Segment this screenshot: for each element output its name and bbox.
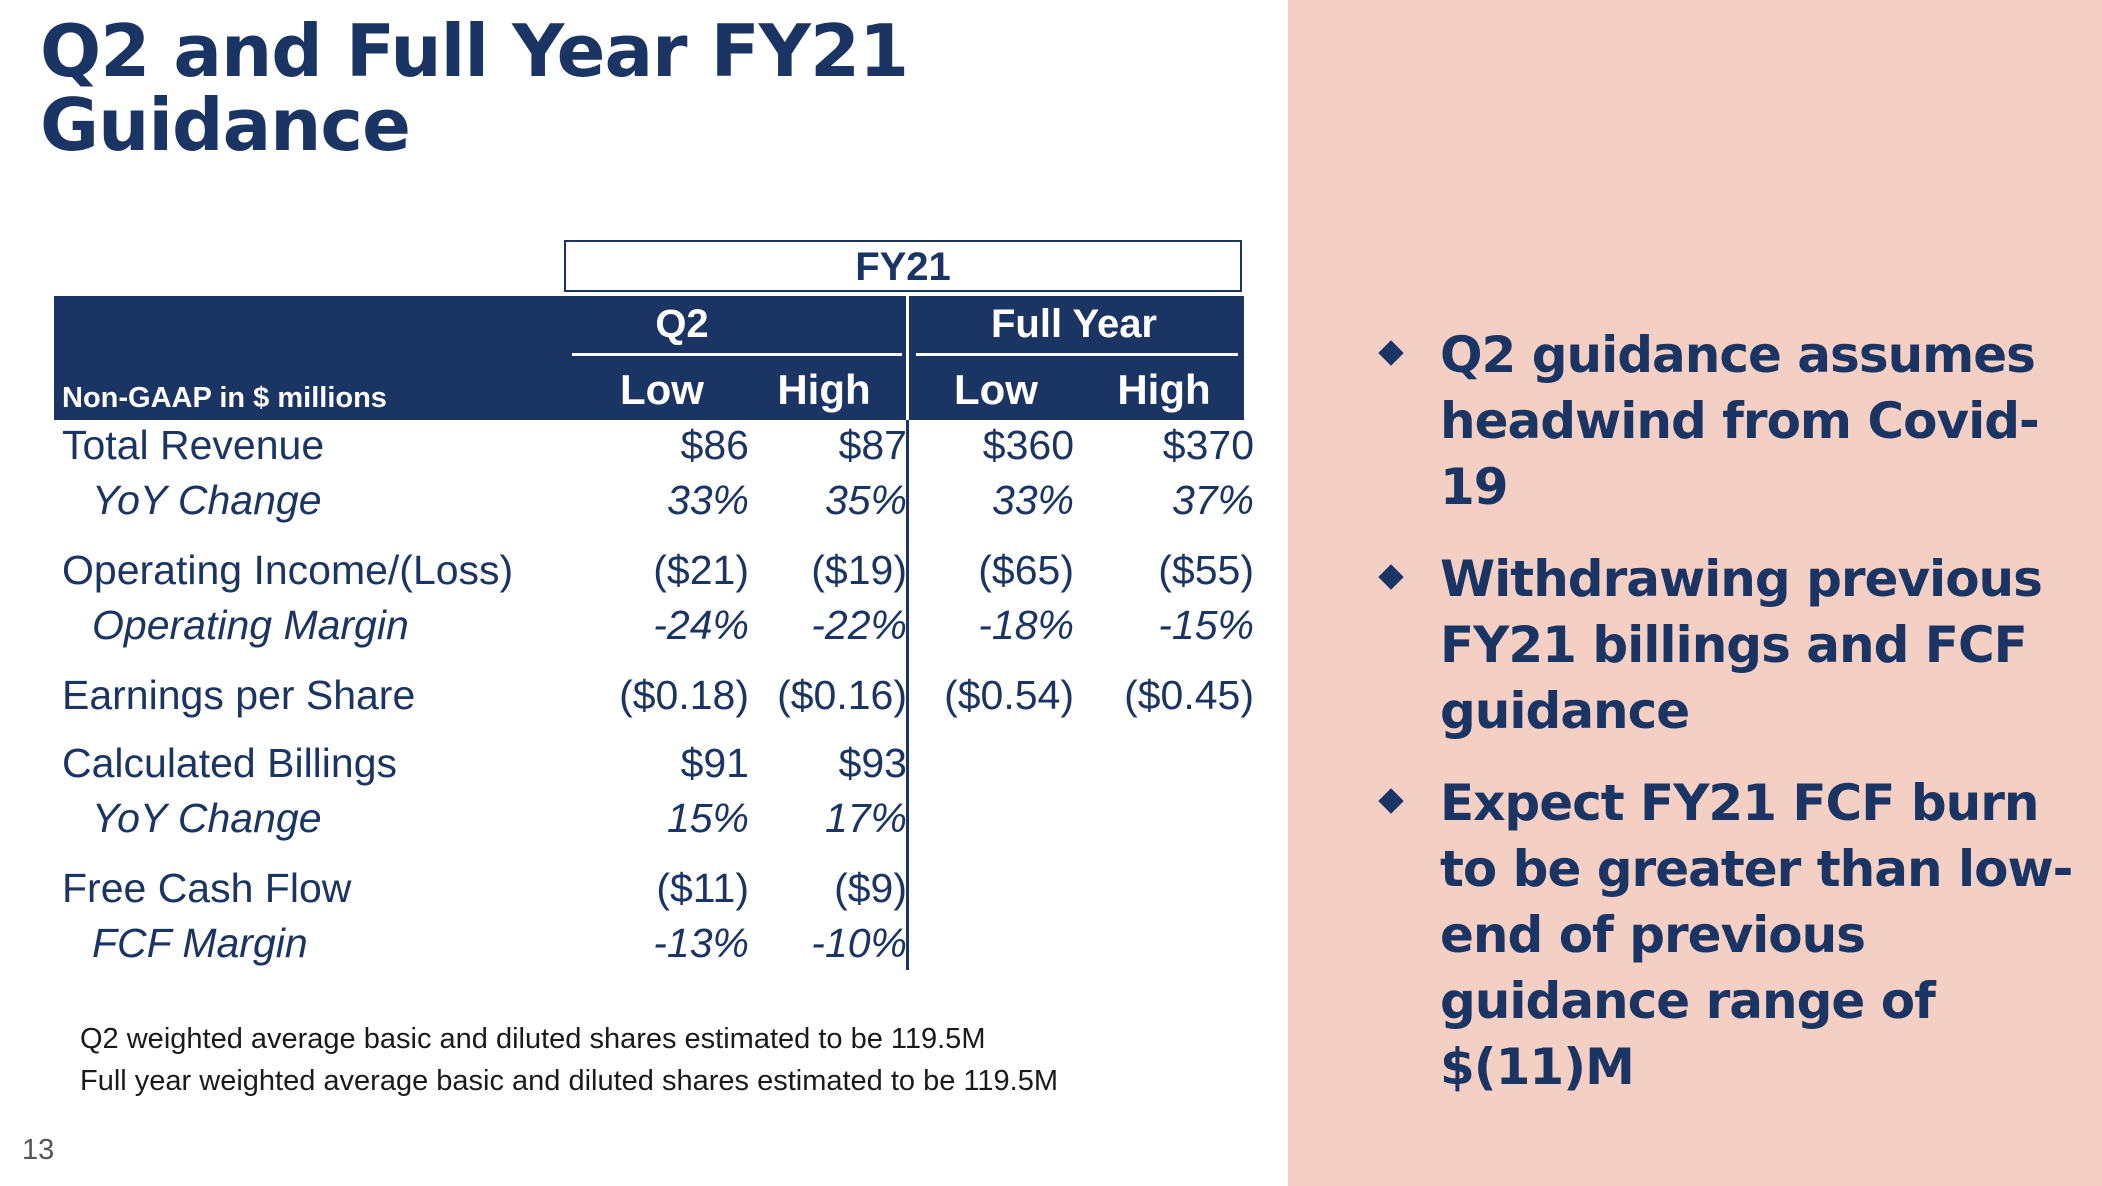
table-cell: ($11)	[656, 865, 749, 911]
table-row: Operating Margin -24% -22% -18% -15%	[54, 600, 1254, 656]
table-cell: ($21)	[653, 547, 749, 593]
footnote-full-year: Full year weighted average basic and dil…	[80, 1065, 1058, 1097]
row-label: Operating Margin	[92, 602, 409, 648]
table-row: Operating Income/(Loss) ($21) ($19) ($65) ($…	[54, 545, 1254, 601]
table-cell: -13%	[653, 920, 749, 966]
full-year-underline	[916, 353, 1238, 356]
group-full-year: Full Year	[990, 302, 1157, 346]
table-cell: 37%	[1171, 477, 1254, 523]
diamond-bullet-icon	[1378, 340, 1404, 366]
table-cell: ($0.18)	[619, 672, 749, 718]
bullet-item: Withdrawing previous FY21 billings and F…	[1358, 546, 2078, 744]
table-cell: 17%	[824, 795, 907, 841]
col-q2-high: High	[777, 366, 871, 413]
row-label: YoY Change	[92, 795, 322, 841]
table-cell: $360	[982, 422, 1074, 468]
diamond-bullet-icon	[1378, 788, 1404, 814]
table-cell: 33%	[666, 477, 749, 523]
bullet-item: Expect FY21 FCF burn to be greater than …	[1358, 770, 2078, 1100]
units-label: Non-GAAP in $ millions	[62, 382, 387, 414]
table-cell: -18%	[978, 602, 1074, 648]
bullet-text: Withdrawing previous FY21 billings and F…	[1440, 550, 2043, 740]
footnotes: Q2 weighted average basic and diluted sh…	[80, 1018, 1058, 1102]
page-number: 13	[22, 1134, 55, 1166]
bullet-text: Expect FY21 FCF burn to be greater than …	[1440, 774, 2073, 1096]
table-row: Calculated Billings $91 $93	[54, 738, 1244, 794]
row-label: Free Cash Flow	[62, 865, 352, 911]
table-cell: $87	[838, 422, 907, 468]
footnote-q2: Q2 weighted average basic and diluted sh…	[80, 1023, 986, 1055]
table-cell: -15%	[1158, 602, 1254, 648]
table-cell: $93	[838, 740, 907, 786]
col-q2-low: Low	[620, 366, 704, 413]
row-label: YoY Change	[92, 477, 322, 523]
table-row: FCF Margin -13% -10%	[54, 918, 1244, 974]
bullet-list: Q2 guidance assumes headwind from Covid-…	[1358, 322, 2078, 1126]
table-cell: 15%	[666, 795, 749, 841]
table-cell: $370	[1162, 422, 1254, 468]
table-cell: -24%	[653, 602, 749, 648]
table-cell: ($9)	[834, 865, 907, 911]
table-cell: ($65)	[978, 547, 1074, 593]
table-row: Total Revenue $86 $87 $360 $370	[54, 420, 1254, 476]
q2-underline	[572, 353, 902, 356]
table-cell: -22%	[811, 602, 907, 648]
row-label: Operating Income/(Loss)	[62, 547, 514, 593]
title-line-2: Guidance	[40, 83, 411, 167]
table-cell: $86	[680, 422, 749, 468]
row-label: Calculated Billings	[62, 740, 398, 786]
table-cell: 33%	[991, 477, 1074, 523]
page-title: Q2 and Full Year FY21 Guidance	[40, 14, 1240, 162]
col-fy-low: Low	[954, 366, 1038, 413]
table-header: Q2 Full Year Non-GAAP in $ millions Low …	[54, 296, 1244, 420]
table-row: Free Cash Flow ($11) ($9)	[54, 863, 1244, 919]
commentary-panel: Q2 guidance assumes headwind from Covid-…	[1288, 0, 2102, 1186]
row-label: Earnings per Share	[62, 672, 416, 718]
table-cell: ($0.16)	[777, 672, 907, 718]
table-cell: ($0.45)	[1124, 672, 1254, 718]
group-q2: Q2	[655, 302, 709, 346]
table-cell: ($55)	[1158, 547, 1254, 593]
fy21-header: FY21	[564, 240, 1242, 292]
table-row: YoY Change 15% 17%	[54, 793, 1244, 849]
table-row: Earnings per Share ($0.18) ($0.16) ($0.54) (…	[54, 670, 1254, 726]
row-label: FCF Margin	[92, 920, 308, 966]
table-cell: $91	[680, 740, 749, 786]
diamond-bullet-icon	[1378, 564, 1404, 590]
bullet-text: Q2 guidance assumes headwind from Covid-…	[1440, 326, 2040, 516]
table-cell: ($0.54)	[944, 672, 1074, 718]
bullet-item: Q2 guidance assumes headwind from Covid-…	[1358, 322, 2078, 520]
table-cell: -10%	[811, 920, 907, 966]
title-line-1: Q2 and Full Year FY21	[40, 9, 909, 93]
table-cell: ($19)	[811, 547, 907, 593]
header-divider	[906, 296, 909, 420]
table-cell: 35%	[824, 477, 907, 523]
row-label: Total Revenue	[62, 422, 325, 468]
col-fy-high: High	[1117, 366, 1211, 413]
table-row: YoY Change 33% 35% 33% 37%	[54, 475, 1254, 531]
column-divider	[906, 420, 909, 970]
